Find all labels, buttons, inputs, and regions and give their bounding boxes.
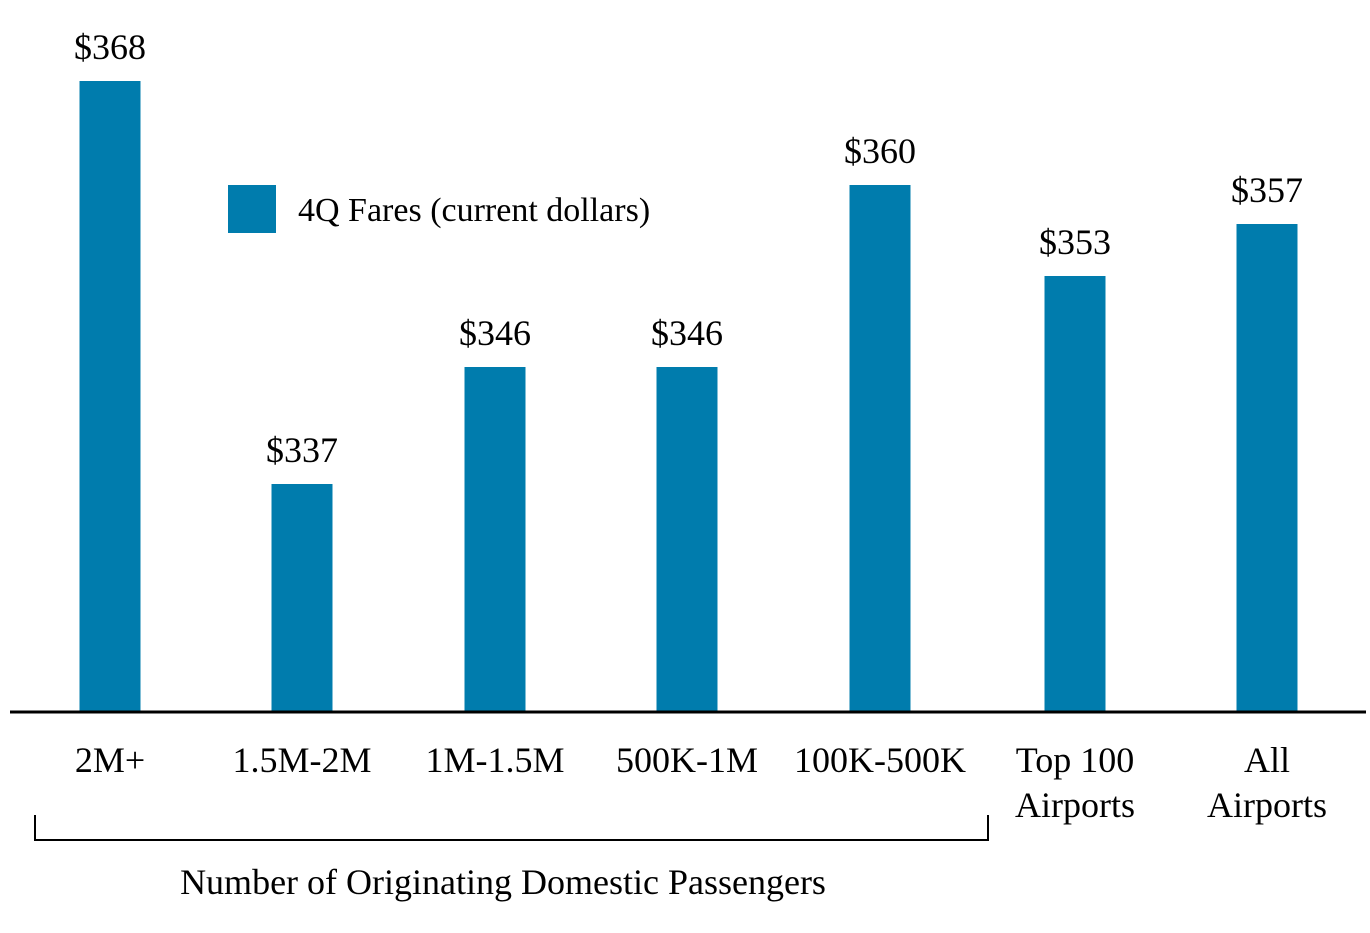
legend-swatch bbox=[228, 185, 276, 233]
tick-label-5: 100K-500K bbox=[794, 740, 966, 780]
value-label-4: $346 bbox=[651, 313, 723, 353]
tick-label-7-line-2: Airports bbox=[1207, 785, 1327, 825]
tick-labels-group: 2M+ 1.5M-2M 1M-1.5M 500K-1M 100K-500K Top 100… bbox=[75, 740, 1327, 825]
tick-label-4: 500K-1M bbox=[616, 740, 758, 780]
group-bracket bbox=[34, 815, 989, 841]
bar-6 bbox=[1044, 276, 1106, 712]
tick-label-6-line-1: Top 100 bbox=[1016, 740, 1134, 780]
legend: 4Q Fares (current dollars) bbox=[228, 185, 650, 233]
bars-group bbox=[79, 81, 1298, 712]
bar-5 bbox=[849, 185, 911, 712]
value-label-5: $360 bbox=[844, 131, 916, 171]
value-labels-group: $368 $337 $346 $346 $360 $353 $357 bbox=[74, 27, 1303, 470]
group-label: Number of Originating Domestic Passenger… bbox=[180, 862, 826, 902]
value-label-3: $346 bbox=[459, 313, 531, 353]
bar-3 bbox=[464, 367, 526, 712]
tick-label-1: 2M+ bbox=[75, 740, 145, 780]
tick-label-6-line-2: Airports bbox=[1015, 785, 1135, 825]
bar-7 bbox=[1236, 224, 1298, 712]
legend-label: 4Q Fares (current dollars) bbox=[298, 192, 650, 229]
value-label-7: $357 bbox=[1231, 170, 1303, 210]
bar-2 bbox=[271, 484, 333, 712]
bar-1 bbox=[79, 81, 141, 712]
tick-label-3: 1M-1.5M bbox=[425, 740, 564, 780]
bar-4 bbox=[656, 367, 718, 712]
value-label-1: $368 bbox=[74, 27, 146, 67]
tick-label-7-line-1: All bbox=[1244, 740, 1290, 780]
value-label-6: $353 bbox=[1039, 222, 1111, 262]
tick-label-2: 1.5M-2M bbox=[232, 740, 371, 780]
value-label-2: $337 bbox=[266, 430, 338, 470]
